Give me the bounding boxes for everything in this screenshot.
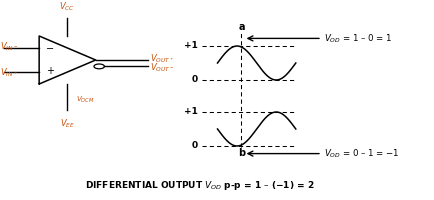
Text: $V_{CC}$: $V_{CC}$: [59, 0, 75, 13]
Text: b: b: [237, 148, 244, 158]
Text: 0: 0: [191, 142, 197, 151]
Text: $V_{OD}$ = 0 – 1 = −1: $V_{OD}$ = 0 – 1 = −1: [323, 147, 399, 160]
Text: $+$: $+$: [46, 66, 54, 76]
Text: $V_{IN^+}$: $V_{IN^+}$: [0, 67, 18, 79]
Text: $V_{EE}$: $V_{EE}$: [60, 117, 75, 130]
Text: $V_{OD}$ = 1 – 0 = 1: $V_{OD}$ = 1 – 0 = 1: [323, 32, 391, 45]
Text: +1: +1: [184, 42, 197, 50]
Text: +1: +1: [184, 108, 197, 116]
Text: a: a: [238, 22, 244, 32]
Text: 0: 0: [191, 75, 197, 84]
Text: $V_{OUT^-}$: $V_{OUT^-}$: [150, 62, 174, 74]
Text: DIFFERENTIAL OUTPUT $V_{OD}$ p-p = 1 – (−1) = 2: DIFFERENTIAL OUTPUT $V_{OD}$ p-p = 1 – (…: [85, 179, 314, 192]
Text: 13221-001: 13221-001: [432, 73, 434, 107]
Text: $-$: $-$: [46, 42, 54, 52]
Text: $V_{IN^-}$: $V_{IN^-}$: [0, 41, 18, 53]
Text: $V_{OUT^+}$: $V_{OUT^+}$: [150, 53, 174, 65]
Text: $V_{OCM}$: $V_{OCM}$: [76, 95, 95, 105]
